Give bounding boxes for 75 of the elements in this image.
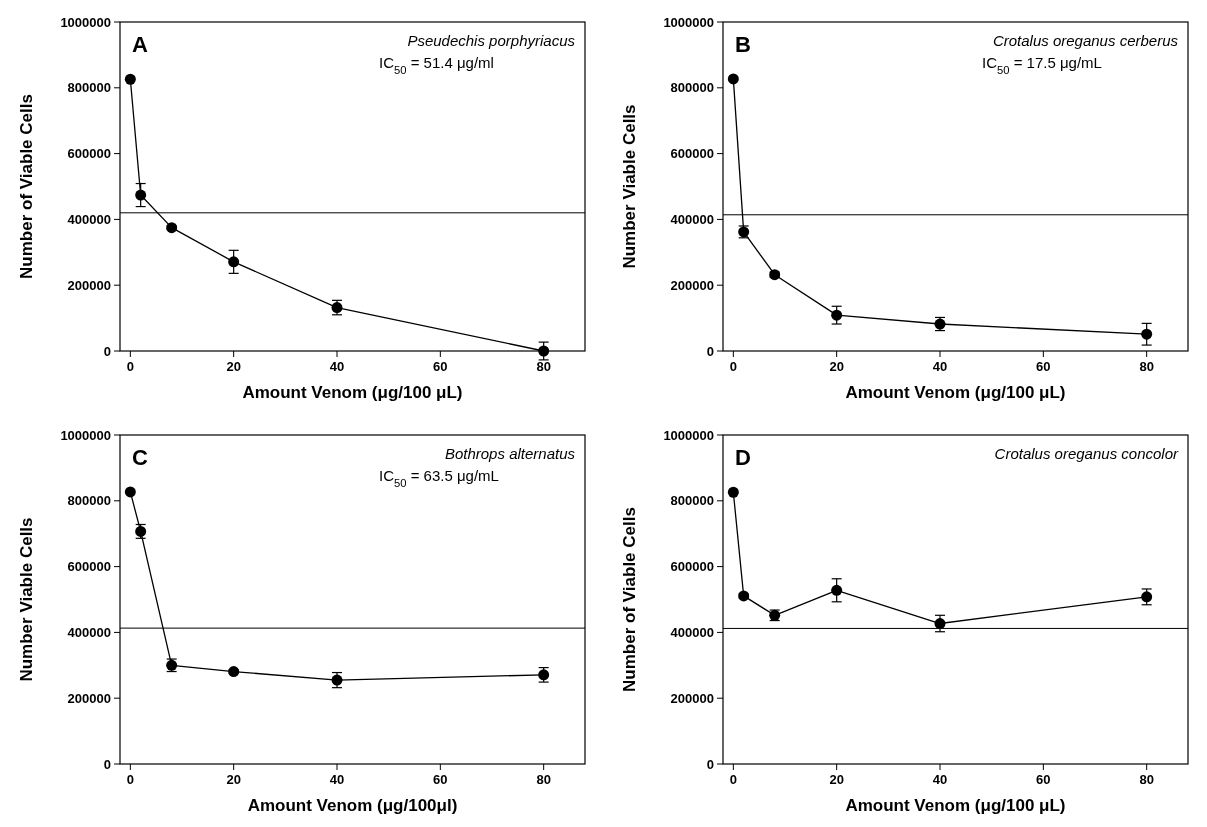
x-tick-label: 60 bbox=[433, 359, 448, 374]
y-tick-label: 600000 bbox=[670, 146, 714, 162]
x-tick-label: 80 bbox=[1139, 772, 1154, 787]
point bbox=[135, 189, 147, 201]
y-tick-label: 200000 bbox=[67, 690, 111, 706]
annotation: Crotalus oreganus cerberus bbox=[992, 32, 1179, 49]
y-tick-label: 400000 bbox=[670, 624, 714, 640]
x-tick-label: 40 bbox=[329, 359, 345, 374]
x-tick-label: 80 bbox=[536, 772, 551, 787]
y-tick-label: 1000000 bbox=[60, 14, 111, 30]
y-tick-label: 1000000 bbox=[663, 14, 714, 30]
point bbox=[1141, 328, 1153, 340]
y-tick-label: 200000 bbox=[670, 277, 714, 293]
x-tick-label: 60 bbox=[433, 772, 448, 787]
point bbox=[727, 486, 739, 498]
x-tick-label: 80 bbox=[1139, 359, 1154, 374]
x-tick-label: 20 bbox=[829, 359, 844, 374]
text: C bbox=[132, 445, 148, 470]
y-tick-label: 800000 bbox=[67, 493, 111, 509]
point bbox=[228, 256, 240, 268]
point bbox=[166, 222, 178, 234]
annotation: IC$_{50}$ = 51.4 μg/ml bbox=[379, 54, 494, 76]
y-tick-label: 600000 bbox=[670, 559, 714, 575]
y-tick-label: 200000 bbox=[67, 277, 111, 293]
point bbox=[831, 584, 843, 596]
annotation: Crotalus oreganus concolor bbox=[994, 445, 1179, 462]
x-tick-label: 60 bbox=[1036, 772, 1051, 787]
point bbox=[228, 666, 240, 678]
y-tick-label: 600000 bbox=[67, 559, 111, 575]
annotation: Bothrops alternatus bbox=[444, 445, 576, 462]
x-tick-label: 40 bbox=[932, 772, 948, 787]
x-tick-label: 0 bbox=[729, 772, 737, 787]
text: B bbox=[735, 32, 751, 57]
y-tick-label: 1000000 bbox=[663, 427, 714, 443]
y-tick-label: 400000 bbox=[67, 211, 111, 227]
point bbox=[831, 309, 843, 321]
annotation: Pseudechis porphyriacus bbox=[407, 32, 576, 49]
y-tick-label: 0 bbox=[706, 343, 714, 359]
x-tick-label: 40 bbox=[932, 359, 948, 374]
x-tick-label: 80 bbox=[536, 359, 551, 374]
annotation: IC$_{50}$ = 63.5 μg/mL bbox=[379, 467, 499, 489]
text: A bbox=[132, 32, 148, 57]
y-tick-label: 200000 bbox=[670, 690, 714, 706]
y-tick-label: 1000000 bbox=[60, 427, 111, 443]
y-tick-label: 0 bbox=[103, 756, 111, 772]
x-axis-title: Amount Venom (μg/100μl) bbox=[247, 796, 458, 815]
y-tick-label: 800000 bbox=[670, 80, 714, 96]
x-tick-label: 0 bbox=[729, 359, 737, 374]
x-tick-label: 0 bbox=[126, 359, 134, 374]
y-axis-title: Number of Viable Cells bbox=[17, 94, 36, 279]
x-axis-title: Amount Venom (μg/100 μL) bbox=[845, 796, 1066, 815]
y-tick-label: 800000 bbox=[670, 493, 714, 509]
x-tick-label: 20 bbox=[226, 359, 241, 374]
y-tick-label: 400000 bbox=[67, 624, 111, 640]
point bbox=[124, 486, 136, 498]
x-tick-label: 40 bbox=[329, 772, 345, 787]
y-tick-label: 800000 bbox=[67, 80, 111, 96]
point bbox=[124, 73, 136, 85]
point bbox=[727, 73, 739, 85]
x-axis-title: Amount Venom (μg/100 μL) bbox=[845, 383, 1066, 402]
x-tick-label: 20 bbox=[226, 772, 241, 787]
x-tick-label: 0 bbox=[126, 772, 134, 787]
x-tick-label: 20 bbox=[829, 772, 844, 787]
x-tick-label: 60 bbox=[1036, 359, 1051, 374]
y-axis-title: Number of Viable Cells bbox=[620, 507, 639, 692]
point bbox=[934, 618, 946, 630]
text: D bbox=[735, 445, 751, 470]
y-axis-title: Number Viable Cells bbox=[620, 104, 639, 269]
y-tick-label: 0 bbox=[103, 343, 111, 359]
y-tick-label: 0 bbox=[706, 756, 714, 772]
y-tick-label: 400000 bbox=[670, 211, 714, 227]
annotation: IC$_{50}$ = 17.5 μg/mL bbox=[982, 54, 1102, 76]
y-tick-label: 600000 bbox=[67, 146, 111, 162]
x-axis-title: Amount Venom (μg/100 μL) bbox=[242, 383, 463, 402]
y-axis-title: Number Viable Cells bbox=[17, 517, 36, 682]
